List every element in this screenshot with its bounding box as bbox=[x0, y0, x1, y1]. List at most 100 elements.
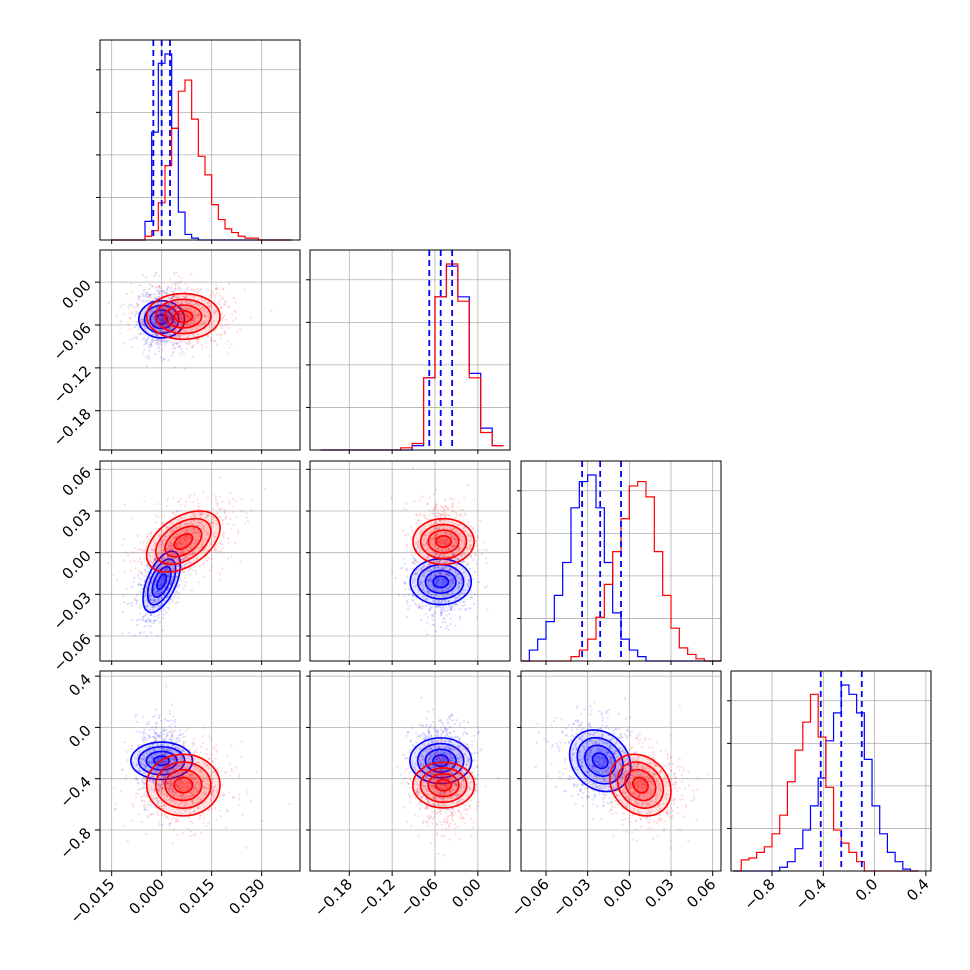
scatter-point bbox=[165, 323, 168, 326]
scatter-point bbox=[156, 303, 159, 307]
scatter-point bbox=[164, 321, 167, 324]
scatter-point bbox=[203, 309, 206, 312]
scatter-point bbox=[141, 338, 144, 341]
scatter-point bbox=[163, 593, 166, 596]
scatter-panel-2-1 bbox=[309, 460, 511, 662]
scatter-point bbox=[157, 593, 160, 596]
scatter-point bbox=[214, 296, 217, 299]
scatter-point bbox=[144, 620, 148, 623]
scatter-point bbox=[419, 513, 422, 516]
scatter-point bbox=[186, 347, 189, 350]
scatter-point bbox=[205, 538, 208, 541]
scatter-point bbox=[436, 587, 439, 591]
scatter-point bbox=[122, 538, 125, 541]
scatter-point bbox=[435, 580, 438, 583]
scatter-point bbox=[430, 583, 433, 586]
scatter-point bbox=[137, 560, 140, 563]
scatter-point bbox=[163, 538, 166, 541]
scatter-point bbox=[168, 278, 172, 281]
scatter-point bbox=[178, 312, 182, 315]
scatter-point bbox=[170, 703, 174, 706]
scatter-point bbox=[157, 292, 160, 295]
scatter-point bbox=[147, 295, 150, 298]
scatter-point bbox=[405, 615, 409, 619]
scatter-point bbox=[460, 580, 464, 583]
scatter-point bbox=[444, 573, 447, 576]
scatter-point bbox=[439, 571, 442, 574]
contour-line bbox=[149, 309, 174, 330]
scatter-point bbox=[185, 330, 188, 333]
scatter-point bbox=[163, 576, 166, 579]
scatter-point bbox=[134, 599, 137, 602]
scatter-point bbox=[128, 317, 131, 320]
scatter-point bbox=[123, 601, 126, 604]
scatter-point bbox=[178, 312, 181, 315]
scatter-point bbox=[170, 327, 173, 330]
scatter-point bbox=[414, 602, 417, 605]
scatter-point bbox=[129, 338, 132, 341]
scatter-point bbox=[218, 809, 221, 812]
scatter-point bbox=[448, 567, 451, 571]
scatter-point bbox=[211, 518, 214, 521]
scatter-point bbox=[444, 589, 447, 592]
scatter-point bbox=[166, 548, 169, 551]
scatter-point bbox=[167, 573, 170, 577]
scatter-point bbox=[162, 319, 165, 322]
scatter-point bbox=[212, 522, 215, 525]
scatter-point bbox=[161, 629, 164, 632]
scatter-point bbox=[437, 565, 440, 568]
scatter-point bbox=[150, 309, 154, 312]
scatter-point bbox=[125, 587, 128, 590]
scatter-point bbox=[220, 324, 223, 327]
scatter-point bbox=[148, 619, 152, 622]
scatter-point bbox=[165, 326, 168, 330]
scatter-point bbox=[161, 290, 164, 293]
scatter-point bbox=[464, 512, 467, 515]
scatter-point bbox=[459, 508, 462, 511]
scatter-point bbox=[168, 719, 171, 722]
scatter-point bbox=[159, 572, 162, 575]
scatter-point bbox=[188, 334, 191, 337]
scatter-point bbox=[161, 729, 164, 733]
scatter-point bbox=[201, 347, 204, 350]
scatter-point bbox=[222, 316, 225, 319]
scatter-point bbox=[143, 591, 146, 594]
scatter-point bbox=[227, 306, 231, 309]
scatter-point bbox=[168, 318, 171, 321]
scatter-point bbox=[204, 315, 207, 318]
scatter-point bbox=[166, 575, 169, 578]
scatter-point bbox=[130, 304, 133, 307]
scatter-point bbox=[455, 562, 458, 566]
scatter-point bbox=[139, 332, 142, 335]
scatter-point bbox=[456, 583, 459, 587]
scatter-point bbox=[168, 334, 171, 337]
scatter-point bbox=[145, 293, 148, 296]
scatter-point bbox=[141, 294, 144, 297]
scatter-point bbox=[184, 584, 187, 587]
scatter-point bbox=[159, 590, 162, 594]
scatter-point bbox=[417, 561, 421, 564]
scatter-point bbox=[181, 558, 184, 561]
scatter-point bbox=[199, 750, 202, 754]
scatter-point bbox=[159, 317, 163, 320]
scatter-point bbox=[151, 315, 155, 318]
scatter-point bbox=[226, 340, 229, 343]
scatter-point bbox=[218, 507, 221, 510]
scatter-point bbox=[160, 319, 163, 322]
histogram-blue bbox=[320, 265, 504, 451]
scatter-point bbox=[426, 584, 430, 588]
scatter-point bbox=[432, 551, 435, 554]
scatter-point bbox=[436, 515, 439, 518]
scatter-point bbox=[441, 583, 444, 586]
scatter-point bbox=[177, 313, 181, 316]
scatter-point bbox=[202, 537, 206, 540]
scatter-point bbox=[215, 309, 218, 312]
scatter-point bbox=[150, 548, 154, 551]
scatter-point bbox=[166, 333, 169, 336]
scatter-point bbox=[154, 592, 157, 595]
scatter-point bbox=[159, 591, 163, 595]
scatter-point bbox=[157, 347, 160, 350]
scatter-point bbox=[417, 519, 420, 522]
scatter-point bbox=[186, 548, 189, 551]
scatter-point bbox=[179, 578, 182, 581]
